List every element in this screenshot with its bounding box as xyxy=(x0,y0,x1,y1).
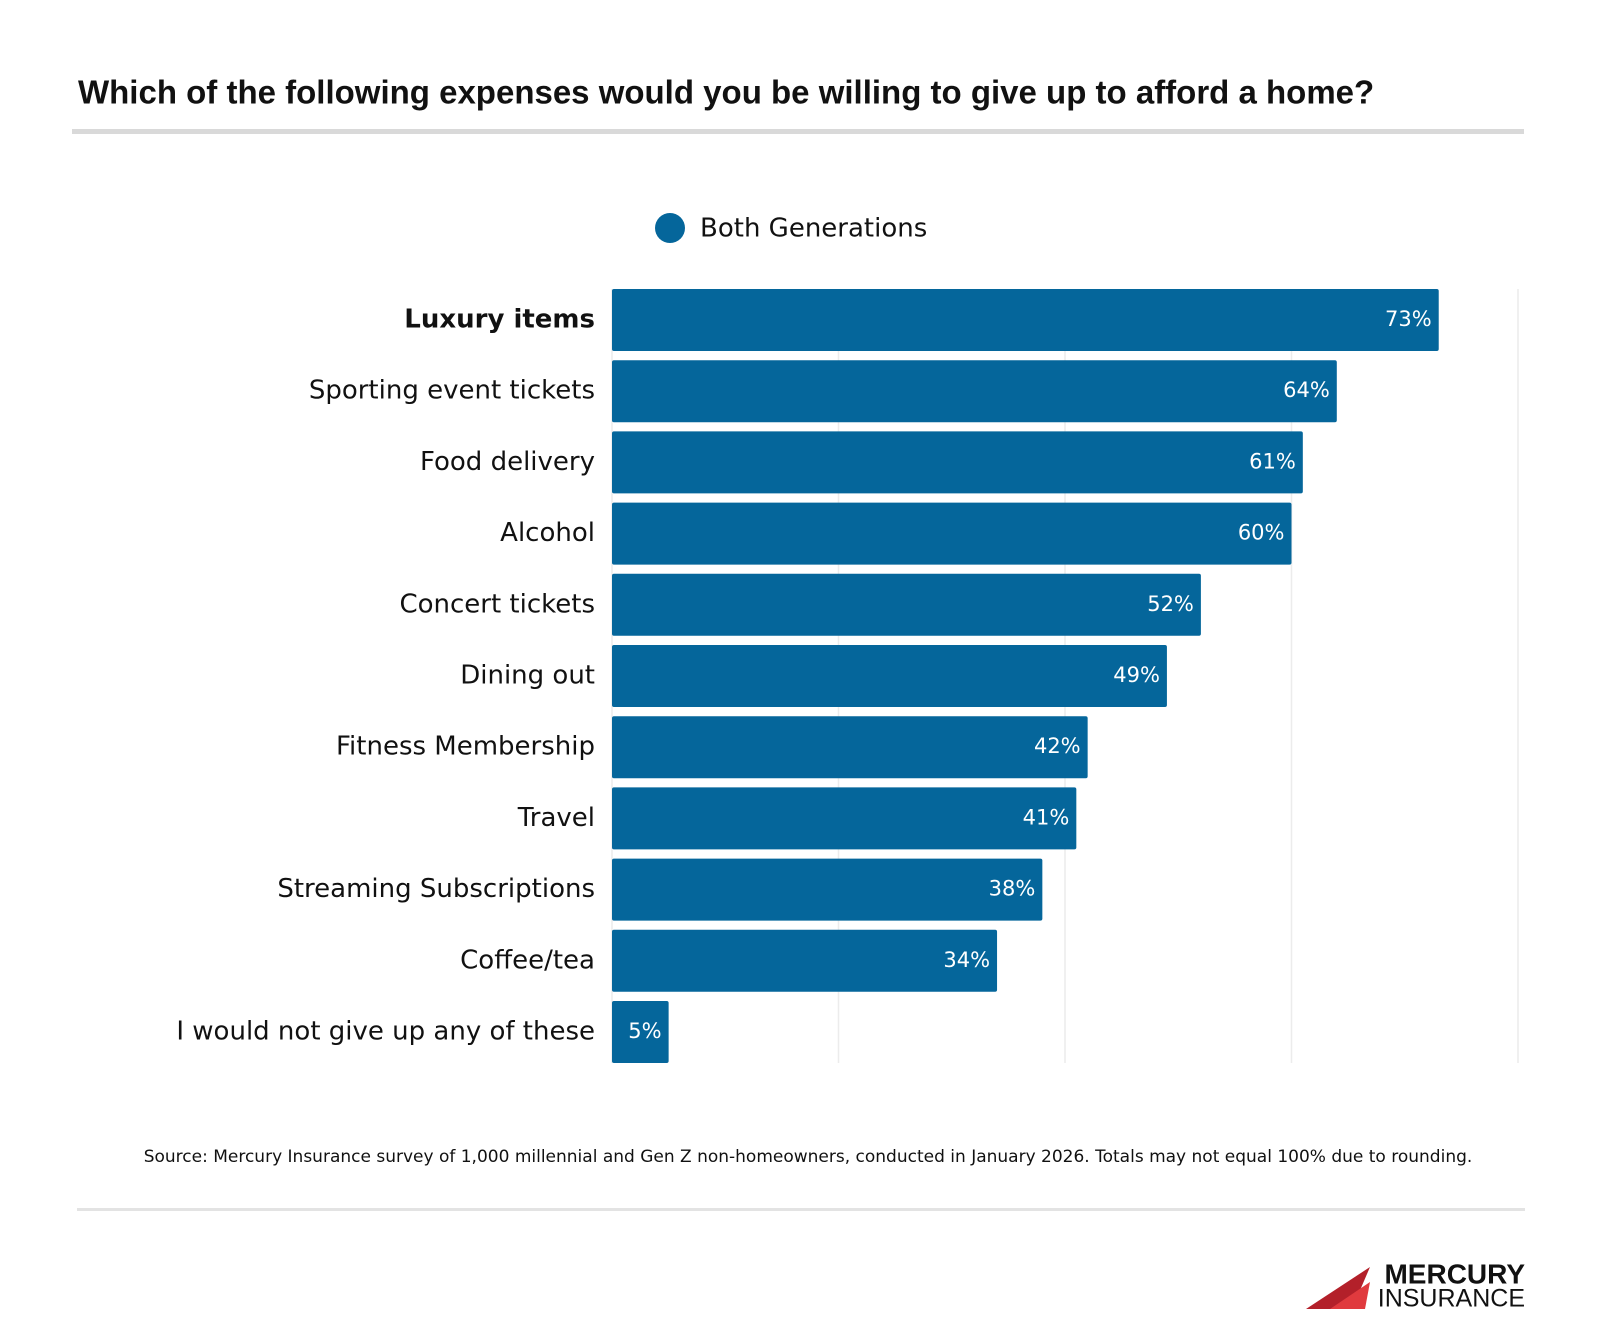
chart-title: Which of the following expenses would yo… xyxy=(78,74,1374,111)
category-label: Dining out xyxy=(460,661,595,691)
category-label: I would not give up any of these xyxy=(176,1017,595,1047)
logo-text: MERCURY xyxy=(1384,1258,1525,1289)
logo-text: INSURANCE xyxy=(1378,1285,1525,1313)
legend-marker xyxy=(655,213,685,243)
bar xyxy=(612,787,1077,850)
source-note: Source: Mercury Insurance survey of 1,00… xyxy=(144,1147,1473,1167)
category-label: Food delivery xyxy=(420,447,595,477)
category-label: Streaming Subscriptions xyxy=(277,874,595,904)
value-label: 34% xyxy=(943,948,990,972)
value-label: 61% xyxy=(1249,449,1296,473)
bar xyxy=(612,360,1337,423)
value-label: 52% xyxy=(1147,592,1194,616)
bar xyxy=(612,716,1088,779)
value-label: 5% xyxy=(628,1019,661,1043)
bar xyxy=(612,289,1439,351)
legend-label: Both Generations xyxy=(700,214,927,244)
bar xyxy=(612,502,1292,565)
category-label: Luxury items xyxy=(404,305,595,335)
category-label: Alcohol xyxy=(500,518,595,548)
category-label: Concert tickets xyxy=(399,589,595,619)
bar xyxy=(612,645,1167,707)
category-label: Sporting event tickets xyxy=(309,376,595,406)
category-label: Coffee/tea xyxy=(460,945,595,975)
value-label: 49% xyxy=(1113,663,1160,687)
bar xyxy=(612,431,1303,494)
value-label: 73% xyxy=(1385,307,1432,331)
category-label: Travel xyxy=(517,803,595,833)
bar xyxy=(612,858,1043,921)
category-label: Fitness Membership xyxy=(336,732,595,762)
value-label: 38% xyxy=(989,877,1036,901)
bar xyxy=(612,573,1201,636)
bar xyxy=(612,929,998,992)
value-label: 64% xyxy=(1283,378,1330,402)
logo: MERCURY INSURANCE xyxy=(1306,1258,1525,1313)
footer-rule xyxy=(77,1208,1525,1211)
value-label: 41% xyxy=(1023,805,1070,829)
value-label: 60% xyxy=(1238,521,1285,545)
title-rule xyxy=(72,129,1524,134)
bar xyxy=(612,1001,669,1063)
value-label: 42% xyxy=(1034,734,1081,758)
logo-mark xyxy=(1330,1282,1370,1309)
